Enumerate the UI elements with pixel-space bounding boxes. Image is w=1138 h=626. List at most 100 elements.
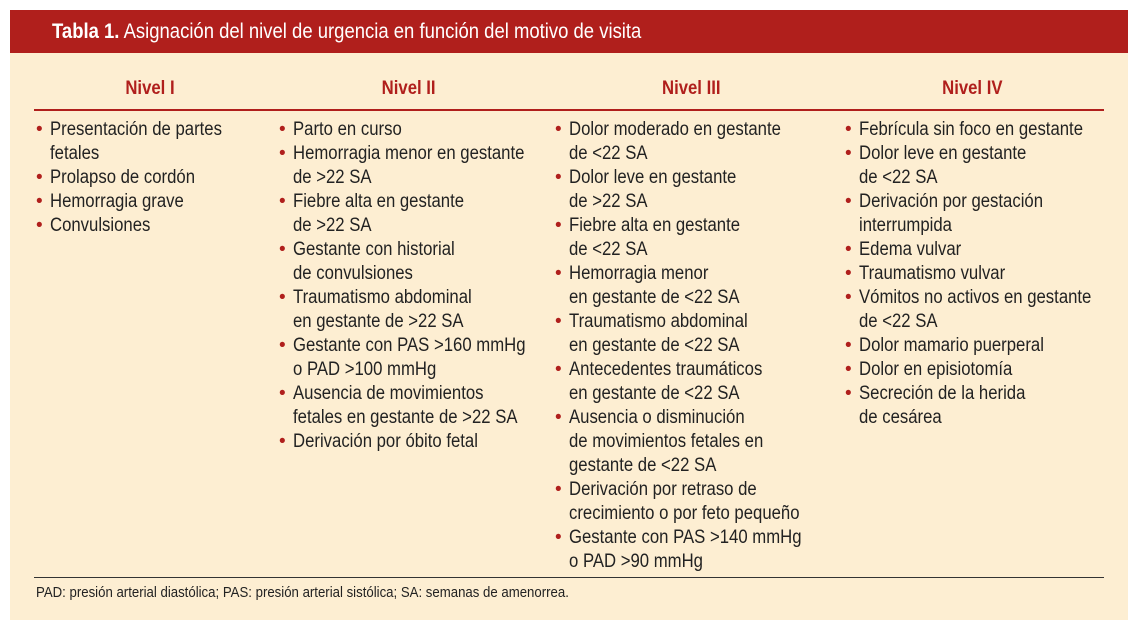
bullet-icon: • — [555, 311, 562, 332]
bullet-icon: • — [555, 407, 562, 428]
bullet-icon: • — [845, 263, 852, 284]
list-item-line: Edema vulvar — [859, 239, 962, 260]
list-item-line: Presentación de partes — [50, 119, 222, 140]
list-item-line: en gestante de <22 SA — [569, 335, 740, 356]
footer-divider — [34, 577, 1104, 578]
bullet-icon: • — [36, 191, 43, 212]
bullet-icon: • — [555, 527, 562, 548]
list-item: • Fiebre alta en gestante de <22 SA — [555, 214, 833, 262]
list-item-line: Ausencia o disminución — [569, 407, 745, 428]
list-item-line: Fiebre alta en gestante — [569, 215, 741, 236]
column-4: • Febrícula sin foco en gestante • Dolor le… — [845, 118, 1123, 430]
list-item: • Derivación por gestación interrumpida — [845, 190, 1123, 238]
list-item-line: Derivación por gestación — [859, 191, 1044, 212]
list-item-line: Hemorragia grave — [50, 191, 184, 212]
column-2: • Parto en curso • Hemorragia menor en gest… — [279, 118, 557, 454]
list-item-line: de >22 SA — [293, 167, 372, 188]
bullet-icon: • — [36, 215, 43, 236]
list-item: • Traumatismo abdominal en gestante de <22… — [555, 310, 833, 358]
column-heading-1: Nivel I — [125, 78, 175, 99]
list-item-line: de convulsiones — [293, 263, 413, 284]
list-item-line: o PAD >90 mmHg — [569, 551, 703, 572]
bullet-icon: • — [279, 239, 286, 260]
list-item: • Gestante con PAS >160 mmHg o PAD >100 mm… — [279, 334, 557, 382]
list-item-line: Gestante con PAS >140 mmHg — [569, 527, 802, 548]
list-item-line: Vómitos no activos en gestante — [859, 287, 1092, 308]
bullet-icon: • — [845, 119, 852, 140]
bullet-icon: • — [279, 335, 286, 356]
bullet-icon: • — [555, 263, 562, 284]
list-item-line: de movimientos fetales en — [569, 431, 764, 452]
list-item: • Ausencia de movimientos fetales en gesta… — [279, 382, 557, 430]
list-item-line: o PAD >100 mmHg — [293, 359, 437, 380]
list-item: • Traumatismo abdominal en gestante de >22… — [279, 286, 557, 334]
list-item-line: en gestante de <22 SA — [569, 383, 740, 404]
list-item-line: de <22 SA — [859, 311, 938, 332]
bullet-icon: • — [555, 119, 562, 140]
list-item-line: Prolapso de cordón — [50, 167, 196, 188]
list-item-line: Gestante con historial — [293, 239, 455, 260]
footnote: PAD: presión arterial diastólica; PAS: p… — [36, 584, 569, 601]
list-item: • Dolor mamario puerperal — [845, 334, 1123, 358]
list-item-line: fetales — [50, 143, 100, 164]
list-item: • Dolor moderado en gestante de <22 SA — [555, 118, 833, 166]
bullet-icon: • — [279, 191, 286, 212]
bullet-icon: • — [845, 359, 852, 380]
list-item: • Parto en curso — [279, 118, 557, 142]
list-item: • Edema vulvar — [845, 238, 1123, 262]
list-item-line: Ausencia de movimientos — [293, 383, 484, 404]
list-item-line: de cesárea — [859, 407, 942, 428]
list-item-line: Hemorragia menor — [569, 263, 709, 284]
list-item-line: en gestante de <22 SA — [569, 287, 740, 308]
list-item-line: Dolor leve en gestante — [569, 167, 737, 188]
column-heading-3: Nivel III — [661, 78, 721, 99]
list-item-line: en gestante de >22 SA — [293, 311, 464, 332]
list-item-line: Gestante con PAS >160 mmHg — [293, 335, 526, 356]
list-item-line: Febrícula sin foco en gestante — [859, 119, 1084, 140]
list-item-line: de <22 SA — [569, 239, 648, 260]
list-item-line: Antecedentes traumáticos — [569, 359, 763, 380]
bullet-icon: • — [845, 239, 852, 260]
list-item: • Derivación por retraso de crecimiento o … — [555, 478, 833, 526]
bullet-icon: • — [279, 143, 286, 164]
list-item-line: Convulsiones — [50, 215, 151, 236]
list-item: • Dolor leve en gestante de >22 SA — [555, 166, 833, 214]
table-title-bar: Tabla 1. Asignación del nivel de urgenci… — [10, 10, 1128, 53]
list-item-line: Dolor mamario puerperal — [859, 335, 1044, 356]
header-divider — [34, 109, 1104, 111]
table-panel: Tabla 1. Asignación del nivel de urgenci… — [10, 10, 1128, 620]
list-item-line: crecimiento o por feto pequeño — [569, 503, 800, 524]
list-item-line: de <22 SA — [569, 143, 648, 164]
bullet-icon: • — [845, 383, 852, 404]
list-item: • Dolor en episiotomía — [845, 358, 1123, 382]
list-item-line: Derivación por óbito fetal — [293, 431, 478, 452]
list-item: • Convulsiones — [36, 214, 245, 238]
list-item-line: fetales en gestante de >22 SA — [293, 407, 518, 428]
column-heading-4: Nivel IV — [942, 78, 1003, 99]
list-item: • Ausencia o disminución de movimientos fe… — [555, 406, 833, 478]
list-item: • Febrícula sin foco en gestante — [845, 118, 1123, 142]
list-item-line: Traumatismo abdominal — [293, 287, 472, 308]
list-item: • Hemorragia menor en gestante de <22 SA — [555, 262, 833, 310]
bullet-icon: • — [555, 479, 562, 500]
list-item: • Presentación de partes fetales — [36, 118, 245, 166]
list-item: • Hemorragia menor en gestante de >22 SA — [279, 142, 557, 190]
list-item-line: Derivación por retraso de — [569, 479, 757, 500]
bullet-icon: • — [555, 359, 562, 380]
list-item: • Hemorragia grave — [36, 190, 245, 214]
list-item-line: Traumatismo abdominal — [569, 311, 748, 332]
list-item-line: de >22 SA — [569, 191, 648, 212]
column-heading-2: Nivel II — [381, 78, 436, 99]
table-number: Tabla 1. — [52, 20, 120, 43]
list-item-line: de <22 SA — [859, 167, 938, 188]
bullet-icon: • — [36, 167, 43, 188]
bullet-icon: • — [279, 431, 286, 452]
bullet-icon: • — [845, 143, 852, 164]
list-item-line: de >22 SA — [293, 215, 372, 236]
column-1: • Presentación de partes fetales • Prolapso … — [36, 118, 245, 238]
list-item: • Derivación por óbito fetal — [279, 430, 557, 454]
table-title: Asignación del nivel de urgencia en func… — [123, 20, 642, 43]
bullet-icon: • — [279, 119, 286, 140]
list-item: • Gestante con PAS >140 mmHg o PAD >90 mmH… — [555, 526, 833, 574]
bullet-icon: • — [845, 191, 852, 212]
